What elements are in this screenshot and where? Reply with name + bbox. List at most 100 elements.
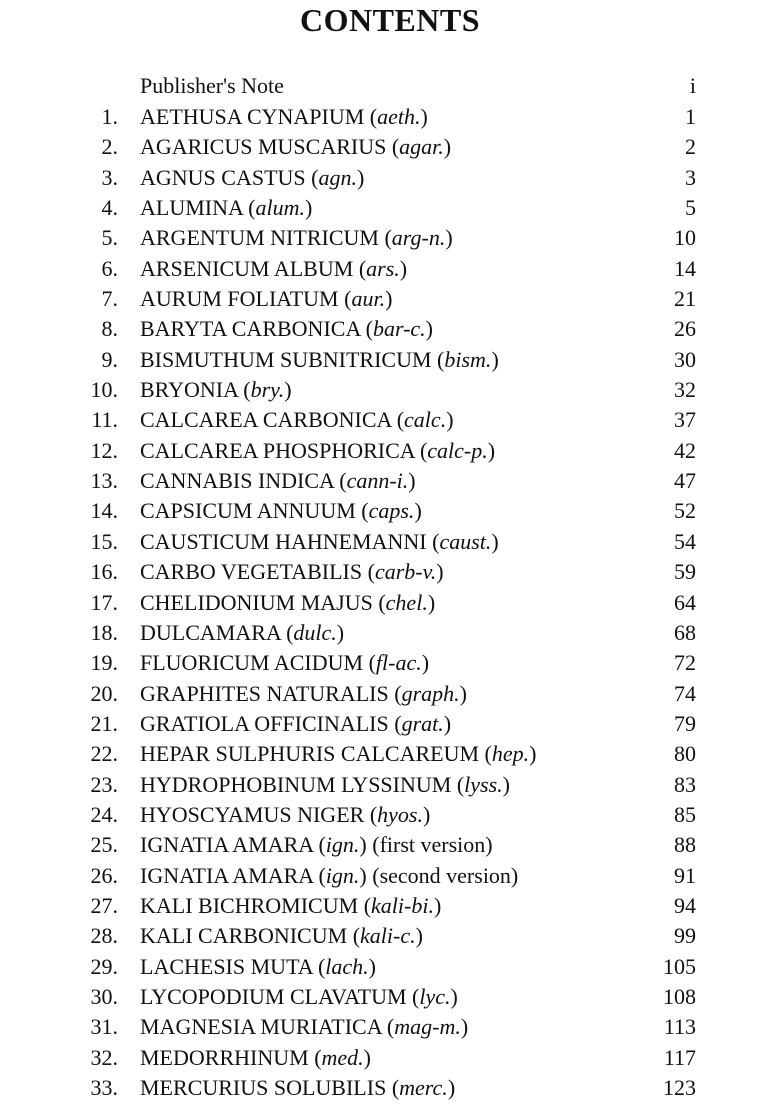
entry-page: 30 [674, 346, 696, 372]
entry-number: 11. [91, 407, 118, 433]
toc-entry[interactable]: 32. MEDORRHINUM (med.) 117 [0, 1043, 780, 1073]
remedy-abbreviation: grat. [401, 710, 444, 736]
entry-page: 91 [674, 862, 696, 888]
remedy-abbreviation: agar. [399, 134, 444, 160]
entry-title: AGNUS CASTUS (agn.) [140, 164, 365, 190]
remedy-name: CAPSICUM ANNUUM [140, 498, 356, 524]
remedy-name: BISMUTHUM SUBNITRICUM [140, 346, 432, 372]
toc-entry[interactable]: 20. GRAPHITES NATURALIS (graph.) 74 [0, 679, 780, 709]
entry-page: 68 [674, 619, 696, 645]
remedy-name: HYDROPHOBINUM LYSSINUM [140, 771, 452, 797]
toc-entry[interactable]: 29. LACHESIS MUTA (lach.) 105 [0, 952, 780, 982]
toc-entry[interactable]: 8. BARYTA CARBONICA (bar-c.) 26 [0, 314, 780, 344]
entry-page: 117 [663, 1044, 696, 1070]
entry-page: 99 [674, 923, 696, 949]
entry-page: 64 [674, 589, 696, 615]
toc-entry[interactable]: 15. CAUSTICUM HAHNEMANNI (caust.) 54 [0, 527, 780, 557]
toc-entry[interactable]: 4. ALUMINA (alum.) 5 [0, 193, 780, 223]
entry-page: 74 [674, 680, 696, 706]
entry-number: 14. [90, 498, 119, 524]
remedy-abbreviation: lach. [325, 953, 369, 979]
remedy-abbreviation: lyss. [464, 771, 503, 797]
toc-entry[interactable]: 31. MAGNESIA MURIATICA (mag-m.) 113 [0, 1012, 780, 1042]
entry-page: 83 [674, 771, 696, 797]
entry-number: 28. [90, 923, 119, 949]
toc-entry[interactable]: 23. HYDROPHOBINUM LYSSINUM (lyss.) 83 [0, 770, 780, 800]
toc-entry[interactable]: 11. CALCAREA CARBONICA (calc.) 37 [0, 405, 780, 435]
entry-title: HYDROPHOBINUM LYSSINUM (lyss.) [140, 771, 510, 797]
entry-page: 21 [674, 286, 696, 312]
entry-title: ARSENICUM ALBUM (ars.) [140, 255, 408, 281]
toc-entry[interactable]: 22. HEPAR SULPHURIS CALCAREUM (hep.) 80 [0, 739, 780, 769]
entry-title: CAPSICUM ANNUUM (caps.) [140, 498, 422, 524]
entry-number: 4. [101, 195, 119, 221]
toc-entry[interactable]: 3. AGNUS CASTUS (agn.) 3 [0, 163, 780, 193]
entry-title: AETHUSA CYNAPIUM (aeth.) [140, 104, 428, 129]
entry-number: 32. [90, 1044, 119, 1070]
toc-entry[interactable]: 30. LYCOPODIUM CLAVATUM (lyc.) 108 [0, 982, 780, 1012]
toc-entry-publishers-note[interactable]: Publisher's Note i [0, 70, 780, 102]
toc-entry[interactable]: 28. KALI CARBONICUM (kali-c.) 99 [0, 921, 780, 951]
toc-entry[interactable]: 12. CALCAREA PHOSPHORICA (calc-p.) 42 [0, 436, 780, 466]
entry-title: CARBO VEGETABILIS (carb-v.) [140, 559, 444, 585]
entry-title: KALI BICHROMICUM (kali-bi.) [140, 892, 442, 918]
entry-title: LYCOPODIUM CLAVATUM (lyc.) [140, 983, 458, 1009]
entry-number: 31. [90, 1014, 119, 1040]
toc-entry[interactable]: 16. CARBO VEGETABILIS (carb-v.) 59 [0, 557, 780, 587]
remedy-name: GRAPHITES NATURALIS [140, 680, 389, 706]
toc-entry[interactable]: 7. AURUM FOLIATUM (aur.) 21 [0, 284, 780, 314]
remedy-name: AETHUSA CYNAPIUM [140, 104, 365, 129]
entry-page: 105 [663, 953, 696, 979]
entry-title: AURUM FOLIATUM (aur.) [140, 286, 393, 312]
remedy-abbreviation: mag-m. [394, 1014, 461, 1040]
toc-entry[interactable]: 5. ARGENTUM NITRICUM (arg-n.) 10 [0, 223, 780, 253]
toc-entry[interactable]: 27. KALI BICHROMICUM (kali-bi.) 94 [0, 891, 780, 921]
remedy-abbreviation: cann-i. [346, 468, 409, 494]
remedy-abbreviation: bar-c. [372, 316, 426, 342]
entry-number: 22. [90, 741, 119, 767]
toc-entry[interactable]: 26. IGNATIA AMARA (ign.) (second version)… [0, 861, 780, 891]
entry-number: 18. [90, 619, 119, 645]
toc-entry[interactable]: 33. MERCURIUS SOLUBILIS (merc.) 123 [0, 1073, 780, 1103]
entry-title: MEDORRHINUM (med.) [140, 1044, 371, 1070]
entry-title: DULCAMARA (dulc.) [140, 619, 345, 645]
entry-number: 1. [101, 104, 119, 129]
remedy-name: CHELIDONIUM MAJUS [140, 589, 373, 615]
entry-page: 94 [674, 892, 696, 918]
entry-number: 12. [90, 437, 119, 463]
entry-page: 1 [685, 104, 696, 129]
toc-entry[interactable]: 18. DULCAMARA (dulc.) 68 [0, 618, 780, 648]
remedy-abbreviation: aeth. [377, 104, 421, 129]
toc-entry[interactable]: 17. CHELIDONIUM MAJUS (chel.) 64 [0, 588, 780, 618]
remedy-abbreviation: fl-ac. [375, 650, 422, 676]
entry-title: KALI CARBONICUM (kali-c.) [140, 923, 423, 949]
entry-title: Publisher's Note [140, 73, 284, 98]
remedy-name: GRATIOLA OFFICINALIS [140, 710, 389, 736]
toc-entry[interactable]: 9. BISMUTHUM SUBNITRICUM (bism.) 30 [0, 345, 780, 375]
entry-number: 23. [90, 771, 119, 797]
remedy-name: CANNABIS INDICA [140, 468, 334, 494]
toc-entry[interactable]: 19. FLUORICUM ACIDUM (fl-ac.) 72 [0, 648, 780, 678]
remedy-name: HYOSCYAMUS NIGER [140, 801, 365, 827]
remedy-name: DULCAMARA [140, 619, 281, 645]
toc-entry[interactable]: 10. BRYONIA (bry.) 32 [0, 375, 780, 405]
toc-entry[interactable]: 24. HYOSCYAMUS NIGER (hyos.) 85 [0, 800, 780, 830]
toc-entry[interactable]: 1. AETHUSA CYNAPIUM (aeth.) 1 [0, 102, 780, 132]
entry-page: i [689, 73, 696, 98]
entry-number: 30. [90, 983, 119, 1009]
toc-entry[interactable]: 2. AGARICUS MUSCARIUS (agar.) 2 [0, 132, 780, 162]
toc-entry[interactable]: 6. ARSENICUM ALBUM (ars.) 14 [0, 254, 780, 284]
entry-title: AGARICUS MUSCARIUS (agar.) [140, 134, 452, 160]
toc-entry[interactable]: 25. IGNATIA AMARA (ign.) (first version) 8… [0, 830, 780, 860]
entry-number: 25. [90, 832, 119, 858]
entry-number: 19. [90, 650, 119, 676]
entry-number: 26. [90, 862, 119, 888]
toc-entry[interactable]: 14. CAPSICUM ANNUUM (caps.) 52 [0, 496, 780, 526]
entry-title: CANNABIS INDICA (cann-i.) [140, 468, 416, 494]
toc-entry[interactable]: 13. CANNABIS INDICA (cann-i.) 47 [0, 466, 780, 496]
entry-page: 14 [674, 255, 696, 281]
remedy-name: MERCURIUS SOLUBILIS [140, 1075, 387, 1100]
entry-title: IGNATIA AMARA (ign.) (second version) [140, 862, 519, 888]
toc-entry[interactable]: 21. GRATIOLA OFFICINALIS (grat.) 79 [0, 709, 780, 739]
remedy-name: ARGENTUM NITRICUM [140, 225, 379, 251]
